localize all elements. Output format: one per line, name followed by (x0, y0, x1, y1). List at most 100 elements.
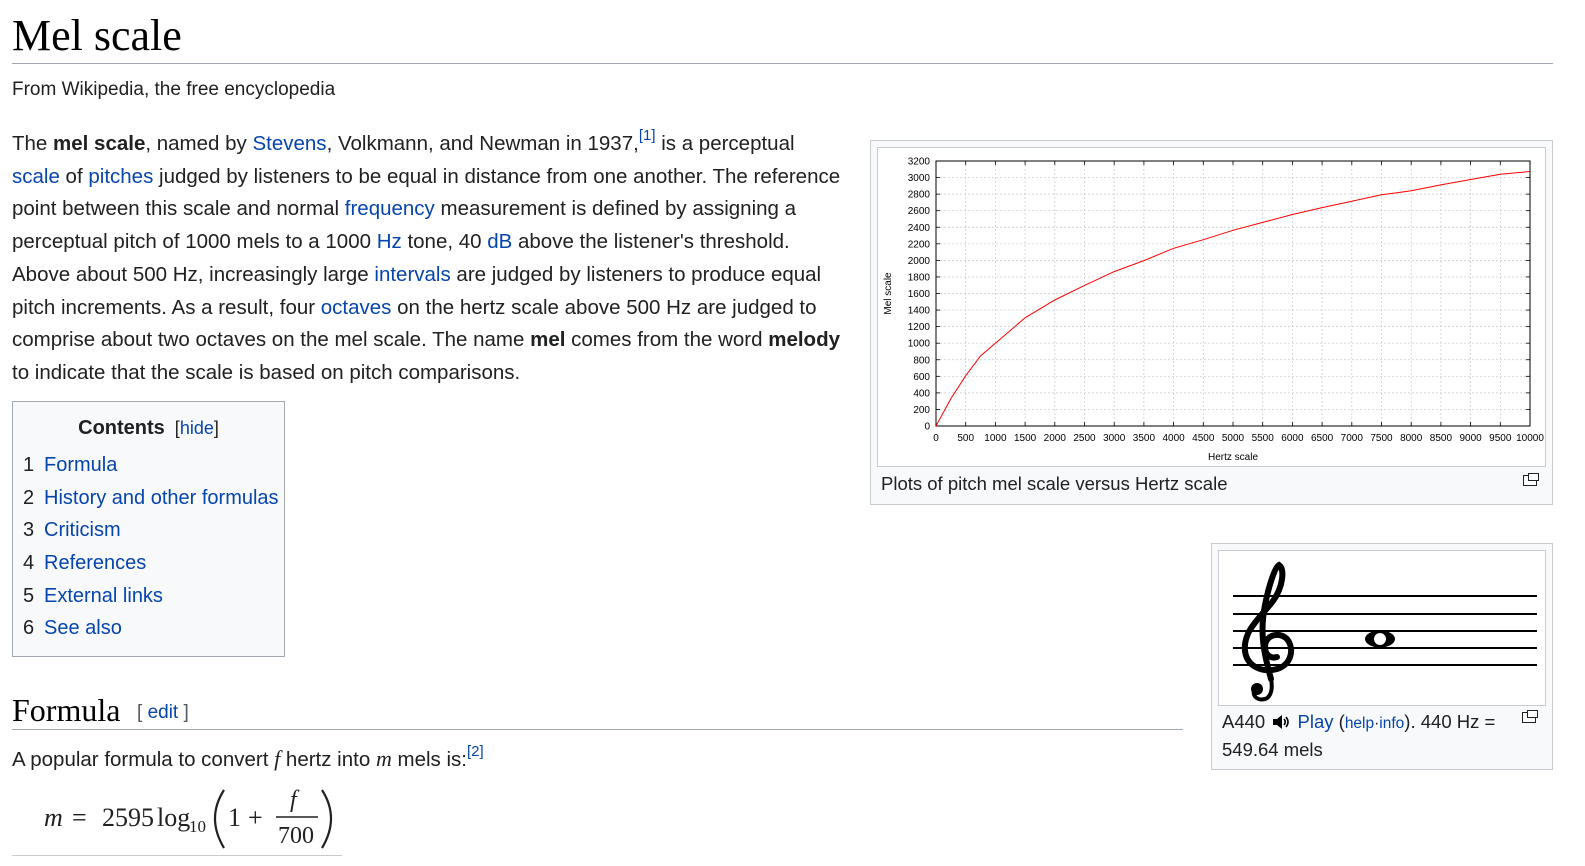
intro-text: is a perceptual (655, 132, 795, 155)
title-divider (12, 63, 1553, 64)
help-link[interactable]: help (1344, 715, 1375, 732)
intro-bold-term: mel scale (53, 132, 146, 155)
toc-link[interactable]: External links (44, 584, 163, 607)
y-tick-label: 1000 (908, 339, 931, 350)
intro-text: judged by listeners to be equal in dista… (12, 164, 841, 221)
x-tick-label: 1000 (984, 433, 1007, 444)
treble-clef-icon (1241, 561, 1295, 702)
toc-item-see-also[interactable]: 6 See also (23, 613, 279, 646)
info-link[interactable]: info (1379, 715, 1405, 732)
music-notation-image[interactable] (1218, 550, 1546, 706)
magnify-icon[interactable] (1522, 710, 1538, 723)
x-tick-label: 6000 (1281, 433, 1304, 444)
toc-item-external-links[interactable]: 5 External links (23, 581, 279, 614)
x-tick-label: 10000 (1516, 433, 1544, 444)
x-tick-label: 6500 (1311, 433, 1334, 444)
formula-intro-text: A popular formula to convert f hertz int… (12, 743, 484, 774)
x-tick-label: 2000 (1044, 433, 1067, 444)
speaker-icon[interactable] (1272, 714, 1290, 730)
site-tagline: From Wikipedia, the free encyclopedia (12, 79, 336, 100)
link-stevens[interactable]: Stevens (252, 132, 327, 155)
chart-figure: 0 500 1000 1500 2000 2500 3000 3500 4000 4500 5000… (870, 140, 1553, 505)
link-intervals[interactable]: intervals (374, 262, 451, 286)
toc-number: 4 (23, 552, 35, 575)
play-audio-link[interactable]: Play (1297, 711, 1334, 732)
y-tick-label: 1600 (908, 289, 931, 300)
formula-text: A popular formula to convert (12, 748, 275, 771)
toc-list: 1 Formula 2 History and other formulas 3 Cr… (23, 450, 279, 646)
clef-dot (1251, 683, 1263, 695)
toc-item-history[interactable]: 2 History and other formulas (23, 483, 279, 516)
audio-caption-text: ). 440 Hz = 549.64 mels (1222, 711, 1496, 760)
x-tick-label: 4500 (1192, 433, 1215, 444)
intro-text: tone, 40 (401, 230, 488, 254)
reference-1[interactable]: [1] (639, 127, 656, 144)
eq-coefficient: 2595 (102, 803, 154, 832)
y-tick-label: 2600 (908, 206, 931, 217)
link-frequency[interactable]: frequency (344, 197, 435, 221)
x-tick-label: 9500 (1489, 433, 1512, 444)
edit-section-link[interactable]: edit (147, 702, 179, 723)
eq-equals: = (72, 803, 87, 832)
toc-number: 3 (23, 519, 35, 542)
reference-2[interactable]: [2] (467, 743, 484, 760)
mel-curve-series (935, 171, 1531, 427)
chart-image[interactable]: 0 500 1000 1500 2000 2500 3000 3500 4000 4500 5000… (877, 147, 1546, 467)
formula-text: mels is: (391, 748, 468, 771)
magnify-icon[interactable] (1523, 473, 1539, 486)
toc-item-references[interactable]: 4 References (23, 548, 279, 581)
x-tick-label: 1500 (1014, 433, 1037, 444)
x-tick-label: 9000 (1459, 433, 1482, 444)
page-title: Mel scale (12, 11, 182, 60)
x-tick-label: 500 (957, 433, 974, 444)
link-pitches[interactable]: pitches (88, 164, 154, 188)
audio-caption-paren: ( (1333, 711, 1345, 732)
variable-m: m (375, 746, 392, 771)
eq-lhs: m (44, 803, 63, 832)
intro-text: are judged by listeners to produce equal… (12, 262, 822, 319)
toc-link[interactable]: Formula (44, 454, 118, 476)
x-tick-label: 7000 (1341, 433, 1364, 444)
toc-link[interactable]: See also (44, 617, 122, 640)
eq-one: 1 (228, 803, 241, 832)
staff-notation (1233, 561, 1537, 702)
mel-hertz-chart: 0 500 1000 1500 2000 2500 3000 3500 4000 4500 5000… (883, 157, 1544, 464)
reference-1-link[interactable]: [1] (638, 127, 656, 144)
y-tick-label: 3000 (908, 173, 931, 184)
table-of-contents: Contents [hide] 1 Formula 2 History and oth… (12, 401, 285, 657)
link-db[interactable]: dB (487, 230, 513, 254)
toc-toggle: [hide] (175, 418, 219, 438)
toc-number: 1 (23, 454, 35, 476)
toc-bracket: ] (213, 418, 219, 438)
intro-text: on the hertz scale above 500 Hz are judg… (12, 295, 817, 352)
x-tick-label: 2500 (1073, 433, 1096, 444)
toc-link[interactable]: History and other formulas (44, 486, 279, 509)
eq-log: log (157, 803, 190, 832)
toc-link[interactable]: References (44, 552, 147, 575)
x-tick-label: 4000 (1162, 433, 1185, 444)
toc-item-criticism[interactable]: 3 Criticism (23, 515, 279, 548)
section-edit: [ edit ] (137, 701, 189, 725)
eq-left-paren (214, 789, 225, 849)
toc-hide-link[interactable]: hide (179, 418, 214, 438)
y-tick-label: 2400 (908, 223, 931, 234)
eq-numerator: f (290, 787, 300, 813)
eq-denominator: 700 (278, 823, 314, 849)
x-tick-label: 7500 (1370, 433, 1393, 444)
x-tick-label: 8500 (1430, 433, 1453, 444)
link-hz[interactable]: Hz (376, 230, 402, 254)
toc-link[interactable]: Criticism (44, 519, 121, 542)
eq-log-base: 10 (189, 817, 206, 836)
intro-text: comes from the word (565, 328, 769, 352)
audio-caption: A440 Play (help·info). 440 Hz = 549.64 m… (1222, 709, 1522, 763)
link-octaves[interactable]: octaves (320, 295, 392, 319)
reference-2-link[interactable]: [2] (467, 743, 484, 760)
link-scale[interactable]: scale (12, 164, 60, 188)
x-tick-label: 5500 (1252, 433, 1275, 444)
equation-underline (12, 855, 342, 856)
toc-item-formula[interactable]: 1 Formula (23, 450, 279, 483)
y-axis-label: Mel scale (883, 272, 894, 315)
intro-paragraph: The mel scale, named by Stevens, Volkman… (12, 128, 848, 390)
section-divider (12, 729, 1183, 730)
toc-title: Contents (78, 417, 165, 439)
